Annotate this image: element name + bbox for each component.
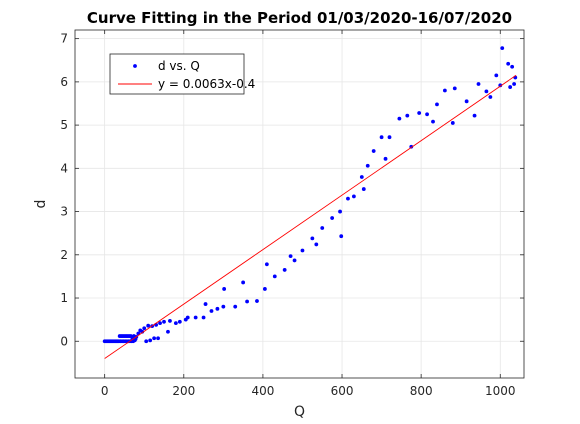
data-point [140, 329, 145, 334]
y-tick-label: 4 [60, 161, 68, 175]
data-point [361, 187, 366, 191]
data-point [320, 226, 325, 230]
data-point [272, 274, 277, 279]
data-point [464, 99, 469, 104]
data-point [498, 83, 503, 88]
data-point [262, 287, 267, 291]
data-point [338, 209, 342, 214]
data-point [314, 242, 319, 247]
data-point [292, 258, 297, 263]
data-point [173, 321, 178, 325]
data-point [383, 156, 388, 161]
data-point [152, 336, 157, 341]
y-axis-label: d [33, 200, 49, 209]
data-point [506, 61, 511, 66]
data-point [158, 321, 162, 325]
data-point [300, 248, 305, 253]
data-point [442, 88, 447, 93]
data-point [450, 121, 455, 125]
y-tick-label: 7 [60, 32, 68, 46]
data-point [512, 82, 517, 86]
data-point [431, 119, 435, 124]
series-layer [102, 46, 518, 359]
data-point [379, 135, 384, 140]
data-point [330, 216, 335, 220]
data-point [203, 302, 208, 306]
data-point [500, 46, 505, 51]
data-point [162, 319, 166, 324]
y-tick-label: 1 [60, 291, 68, 305]
data-point [148, 338, 153, 343]
legend-entry-fit-line: y = 0.0063x-0.4 [158, 77, 255, 91]
data-point [472, 113, 477, 118]
data-point [397, 116, 402, 121]
data-point [484, 89, 489, 94]
data-point [371, 149, 376, 153]
data-point [209, 309, 214, 313]
data-point [233, 304, 238, 309]
data-point [310, 236, 315, 241]
data-point [494, 73, 499, 78]
data-point [405, 113, 410, 118]
y-tick-label: 5 [60, 118, 68, 132]
legend-marker-points [133, 64, 137, 68]
data-point [241, 280, 246, 285]
legend-box [109, 53, 245, 95]
y-tick-label: 6 [60, 75, 68, 89]
y-tick-label: 2 [60, 248, 68, 262]
data-point [142, 326, 147, 331]
data-point [146, 323, 151, 328]
data-point [255, 299, 259, 303]
data-point [510, 64, 515, 69]
legend-entry-points: d vs. Q [158, 59, 200, 73]
data-point [166, 329, 170, 334]
data-point [177, 319, 182, 324]
y-tick-label: 3 [60, 205, 68, 219]
data-point [201, 315, 206, 320]
data-point [508, 85, 513, 89]
data-point [488, 95, 493, 99]
data-point [435, 102, 439, 107]
data-point [245, 299, 249, 304]
axes-box [74, 29, 525, 379]
x-tick-label: 0 [101, 384, 109, 398]
data-point [264, 262, 269, 267]
data-point [185, 315, 190, 320]
data-point [359, 175, 364, 179]
x-tick-label: 800 [410, 384, 433, 398]
ticks: 0 200 400 600 800 1000 0 1 2 3 4 5 6 7 [60, 30, 524, 398]
data-point [128, 334, 133, 338]
chart-title: Curve Fitting in the Period 01/03/2020-1… [87, 9, 512, 27]
x-tick-label: 1000 [485, 384, 516, 398]
data-point [476, 82, 481, 86]
x-tick-label: 400 [251, 384, 274, 398]
data-point [288, 254, 293, 258]
data-point [452, 86, 457, 91]
data-point [282, 268, 287, 272]
data-point [168, 319, 172, 323]
data-point [221, 304, 226, 309]
x-axis-label: Q [294, 404, 305, 420]
legend: d vs. Q y = 0.0063x-0.4 [109, 53, 255, 95]
x-tick-label: 200 [172, 384, 195, 398]
data-point [144, 339, 149, 344]
data-point [365, 163, 370, 168]
data-point [346, 196, 350, 201]
y-tick-label: 0 [60, 334, 68, 348]
data-point [222, 287, 227, 291]
data-point [193, 315, 198, 320]
data-point [387, 135, 392, 140]
data-point [156, 336, 160, 341]
data-point [215, 306, 220, 311]
data-point [351, 194, 356, 199]
data-point [417, 111, 422, 115]
data-point [425, 112, 429, 117]
fit-line [104, 74, 517, 359]
x-tick-label: 600 [331, 384, 354, 398]
data-point [339, 234, 344, 239]
